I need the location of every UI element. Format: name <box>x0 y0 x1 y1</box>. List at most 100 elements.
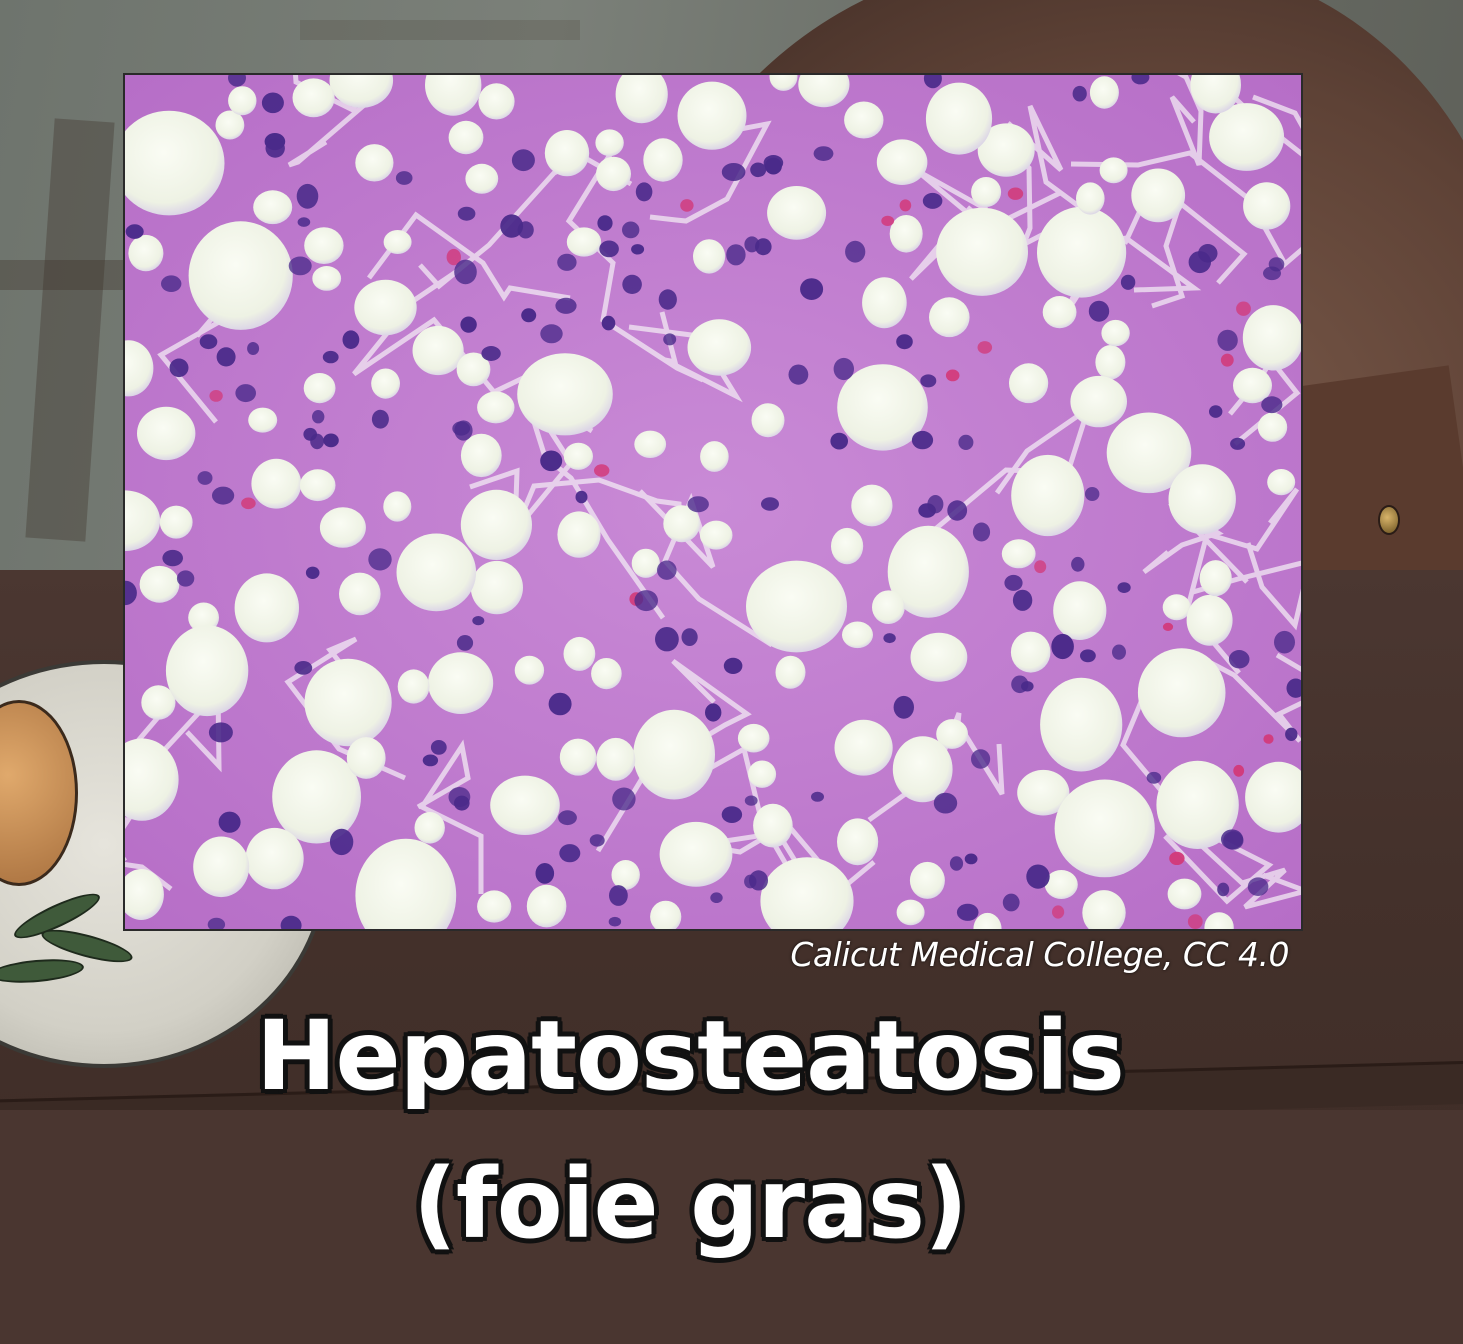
red-blood-cell <box>945 369 960 382</box>
sinusoid-line <box>418 155 633 290</box>
cell-nucleus <box>883 633 896 644</box>
cell-nucleus <box>1131 75 1150 85</box>
red-blood-cell <box>977 341 993 354</box>
cell-nucleus <box>744 236 760 253</box>
fat-droplet <box>1204 912 1234 929</box>
sinusoid-line <box>352 269 544 396</box>
cell-nucleus <box>265 138 285 158</box>
cell-nucleus <box>749 870 768 891</box>
fat-droplet <box>633 709 715 800</box>
fat-droplet <box>544 130 590 177</box>
cell-nucleus <box>1026 864 1050 889</box>
cell-nucleus <box>800 278 824 300</box>
fat-droplet <box>465 163 499 194</box>
fat-droplet <box>139 565 180 603</box>
cell-nucleus <box>1209 405 1223 418</box>
cell-nucleus <box>1230 437 1246 450</box>
fat-droplet <box>188 221 293 330</box>
fat-droplet <box>837 364 928 451</box>
fat-droplet <box>1095 345 1126 380</box>
fat-droplet <box>643 138 683 182</box>
cell-nucleus <box>371 409 389 429</box>
fat-droplet <box>477 391 515 424</box>
red-blood-cell <box>209 390 223 402</box>
fat-droplet <box>700 441 729 472</box>
fat-droplet <box>973 912 1002 929</box>
cell-nucleus <box>1085 487 1100 501</box>
cell-nucleus <box>322 350 339 364</box>
cell-nucleus <box>342 330 360 349</box>
fat-droplet <box>312 266 342 291</box>
cell-nucleus <box>1004 574 1023 591</box>
fat-droplet <box>1186 594 1233 646</box>
fat-droplet <box>753 803 793 848</box>
cell-nucleus <box>634 590 658 612</box>
sinusoid-line <box>293 75 361 114</box>
cell-nucleus <box>125 224 144 239</box>
caption-title: Hepatosteatosis <box>256 1000 1125 1112</box>
fat-droplet <box>896 899 925 926</box>
cell-nucleus <box>1071 556 1085 572</box>
fat-droplet <box>304 658 392 747</box>
fat-droplet <box>141 685 176 720</box>
cell-nucleus <box>207 917 226 929</box>
red-blood-cell <box>1263 734 1274 744</box>
cell-nucleus <box>589 834 605 847</box>
cell-nucleus <box>972 522 991 542</box>
fat-droplet <box>909 861 945 899</box>
cell-nucleus <box>1223 831 1244 850</box>
fat-droplet <box>1257 412 1288 442</box>
fat-droplet <box>354 279 417 336</box>
fat-droplet <box>634 430 667 458</box>
fat-droplet <box>936 719 968 749</box>
fat-droplet <box>526 884 567 928</box>
fat-droplet <box>397 669 430 704</box>
cell-nucleus <box>329 828 354 856</box>
fat-droplet <box>1156 760 1239 850</box>
fat-droplet <box>215 110 245 140</box>
cell-nucleus <box>558 810 577 826</box>
cell-nucleus <box>622 221 640 239</box>
fat-droplet <box>1010 631 1051 673</box>
fat-droplet <box>346 737 386 779</box>
fat-droplet <box>677 81 747 150</box>
fat-droplet <box>1042 296 1077 329</box>
cell-nucleus <box>923 75 942 89</box>
cell-nucleus <box>788 364 809 385</box>
cell-nucleus <box>750 162 767 178</box>
red-blood-cell <box>680 199 694 212</box>
fat-droplet <box>1245 761 1301 833</box>
cell-nucleus <box>456 635 474 651</box>
fat-droplet <box>1167 878 1202 910</box>
sinusoid-line <box>649 120 772 224</box>
cell-nucleus <box>208 722 233 743</box>
fat-droplet <box>631 548 660 578</box>
fat-droplet <box>303 373 336 404</box>
sinusoid-line <box>1206 75 1301 157</box>
fat-droplet <box>355 144 394 182</box>
cell-nucleus <box>764 157 782 175</box>
fat-droplet <box>769 75 798 91</box>
cell-nucleus <box>535 863 555 884</box>
fat-droplet <box>650 900 682 929</box>
cell-nucleus <box>911 430 934 450</box>
fat-droplet <box>304 227 344 264</box>
cell-nucleus <box>1051 633 1074 660</box>
cell-nucleus <box>597 215 613 232</box>
cell-nucleus <box>1263 266 1281 281</box>
cell-nucleus <box>1072 85 1087 102</box>
cell-nucleus <box>710 892 723 903</box>
cell-nucleus <box>1117 582 1131 593</box>
fat-droplet <box>566 227 602 257</box>
fat-droplet <box>1137 648 1226 738</box>
cell-nucleus <box>559 844 581 863</box>
fat-droplet <box>371 368 400 399</box>
fat-droplet <box>876 139 928 185</box>
cell-nucleus <box>922 192 943 209</box>
fat-droplet <box>767 186 827 240</box>
fat-droplet <box>1053 581 1107 640</box>
fat-droplet <box>490 775 560 835</box>
sinusoid-line <box>1070 150 1301 268</box>
fat-droplet <box>425 75 482 116</box>
fat-droplet <box>1242 305 1301 371</box>
